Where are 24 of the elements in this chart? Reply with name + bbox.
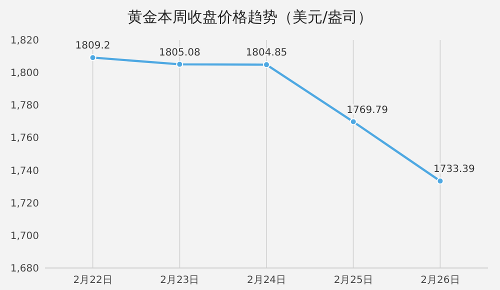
y-tick-label: 1,720	[10, 198, 39, 210]
y-tick-label: 1,820	[10, 36, 39, 46]
x-tick-label: 2月23日	[160, 275, 200, 286]
data-label: 1805.08	[158, 47, 200, 58]
y-tick-label: 1,700	[10, 230, 39, 242]
point	[350, 118, 357, 126]
y-tick-label: 1,740	[10, 166, 39, 177]
point	[176, 60, 184, 68]
chart-title: 黄金本周收盘价格趋势（美元/盎司）	[127, 8, 373, 26]
x-tick-label: 2月26日	[420, 275, 460, 286]
x-tick-label: 2月22日	[73, 275, 112, 286]
data-label: 1804.85	[246, 48, 288, 59]
y-tick-label: 1,680	[10, 264, 39, 274]
y-tick-label: 1,760	[10, 133, 39, 144]
x-tick-label: 2月25日	[334, 275, 373, 286]
data-label: 1769.79	[346, 104, 388, 116]
data-label: 1809.2	[75, 40, 110, 52]
data-label: 1733.39	[434, 164, 475, 176]
y-tick-label: 1,800	[10, 68, 39, 80]
point	[263, 61, 270, 68]
point	[436, 178, 444, 185]
x-tick-label: 2月24日	[246, 275, 286, 286]
y-tick-label: 1,780	[10, 100, 39, 112]
point	[89, 54, 96, 62]
